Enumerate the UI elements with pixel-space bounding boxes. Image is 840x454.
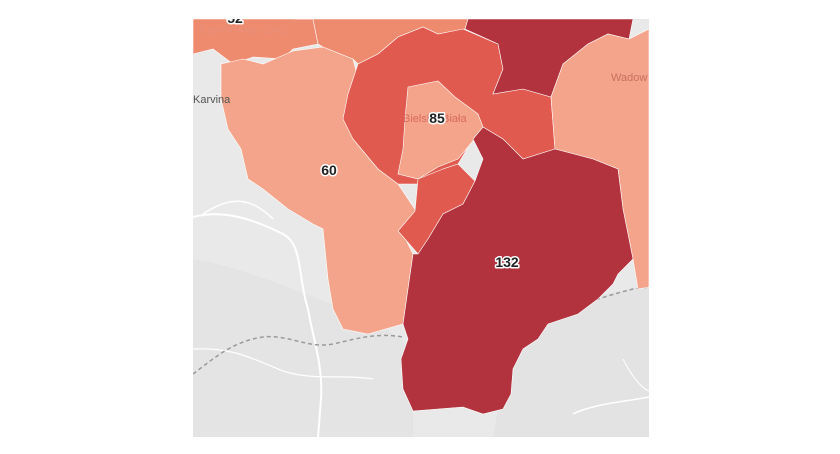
region-bielsko-city[interactable] xyxy=(397,80,484,180)
terrain-shade xyxy=(193,259,413,437)
place-label-bielsko-biala: Bielsko-Biała xyxy=(403,113,467,125)
place-label-wadowice: Wadow xyxy=(611,72,647,84)
place-label-czechowice: Czechowice-Zdrój xyxy=(199,24,287,36)
road xyxy=(193,348,374,380)
choropleth-map[interactable]: Karvina Bielsko-Biała Wadow Czechowice-Z… xyxy=(193,19,649,437)
map-canvas: Karvina Bielsko-Biała Wadow Czechowice-Z… xyxy=(193,19,649,437)
road xyxy=(572,396,649,415)
road xyxy=(202,200,274,220)
value-label-bielsko-city: 85 xyxy=(429,110,445,126)
value-label-top-left: 52 xyxy=(227,19,243,26)
river xyxy=(193,213,323,437)
value-label-zywiec: 132 xyxy=(495,254,519,270)
place-label-karvina: Karvina xyxy=(193,94,231,106)
road xyxy=(622,358,649,392)
country-border xyxy=(193,334,404,375)
region-zywiec[interactable] xyxy=(400,126,634,415)
value-label-cieszyn: 60 xyxy=(321,162,337,178)
